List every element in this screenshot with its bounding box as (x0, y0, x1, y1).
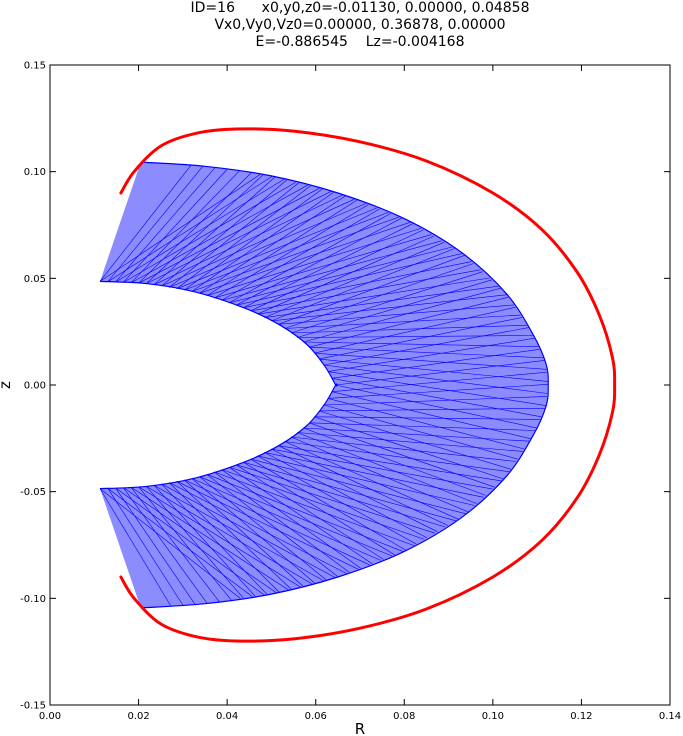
y-tick-label: -0.10 (20, 594, 46, 605)
y-tick-label: -0.15 (20, 701, 46, 712)
x-tick-label: 0.04 (216, 711, 238, 722)
x-tick-label: 0.00 (39, 711, 61, 722)
x-tick-label: 0.06 (305, 711, 327, 722)
title-line-3: E=-0.886545 Lz=-0.004168 (255, 34, 465, 50)
x-tick-label: 0.14 (659, 711, 681, 722)
x-tick-label: 0.12 (570, 711, 592, 722)
chart-title: ID=16 x0,y0,z0=-0.01130, 0.00000, 0.0485… (50, 0, 670, 51)
orbit-outer-edge (140, 161, 549, 609)
x-tick-label: 0.10 (482, 711, 504, 722)
orbit-series (99, 161, 549, 609)
x-tick-label: 0.08 (393, 711, 415, 722)
y-tick-label: 0.15 (24, 61, 46, 72)
y-tick-label: 0.05 (24, 274, 46, 285)
y-axis-label: z (0, 381, 14, 389)
title-line-2: Vx0,Vy0,Vz0=0.00000, 0.36878, 0.00000 (214, 17, 506, 33)
zero-velocity-curve (119, 127, 617, 643)
orbit-strands-a (99, 165, 549, 599)
orbit-strands-b (99, 174, 548, 607)
orbit-inner-edge (99, 280, 338, 490)
y-tick-label: 0.00 (24, 381, 46, 392)
y-tick-label: 0.10 (24, 167, 46, 178)
plot-marks (99, 127, 617, 643)
axis-ticks: 0.00 0.02 0.04 0.06 0.08 0.10 0.12 0.14 0.15 0.10… (20, 61, 681, 723)
x-axis-label: R (355, 720, 365, 736)
y-tick-label: -0.05 (20, 487, 46, 498)
title-line-1: ID=16 x0,y0,z0=-0.01130, 0.00000, 0.0485… (190, 0, 530, 16)
x-tick-label: 0.02 (127, 711, 149, 722)
